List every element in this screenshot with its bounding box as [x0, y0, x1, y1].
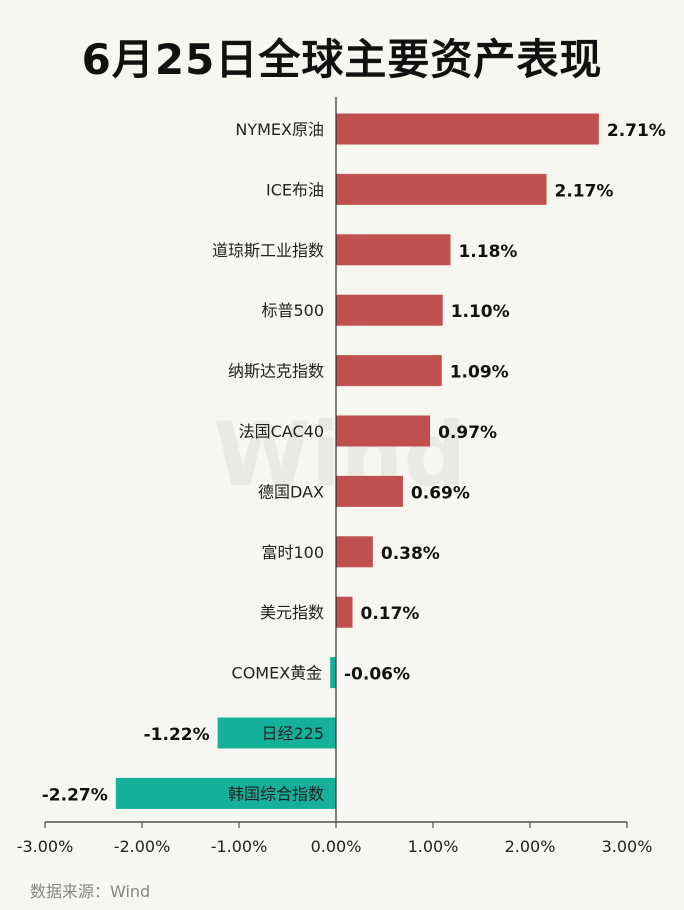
value-label: 1.18% [458, 242, 517, 262]
value-label: 2.17% [554, 181, 613, 201]
chart-title: 6月25日全球主要资产表现 [81, 35, 603, 84]
x-tick-label: -1.00% [211, 837, 268, 856]
category-label: 日经225 [261, 724, 324, 743]
category-label: 韩国综合指数 [228, 784, 324, 803]
bar [115, 777, 336, 809]
x-tick-label: -3.00% [17, 837, 74, 856]
source-note: 数据来源：Wind [30, 882, 151, 901]
value-label: 0.38% [381, 544, 440, 564]
x-tick-label: 3.00% [602, 837, 653, 856]
category-label: 德国DAX [258, 482, 324, 501]
bar [336, 294, 443, 326]
value-label: 0.97% [438, 423, 497, 443]
x-tick-label: 1.00% [408, 837, 459, 856]
category-label: 标普500 [261, 301, 324, 320]
value-label: 2.71% [607, 121, 666, 141]
category-label: NYMEX原油 [235, 120, 324, 139]
x-tick-label: 0.00% [311, 837, 362, 856]
bar [336, 596, 353, 628]
value-label: 1.10% [451, 302, 510, 322]
bar [330, 657, 336, 689]
x-tick-label: 2.00% [505, 837, 556, 856]
category-label: 纳斯达克指数 [228, 362, 324, 381]
bar [336, 234, 451, 266]
bar [336, 475, 403, 507]
bar [336, 173, 547, 205]
value-label: -0.06% [344, 665, 410, 685]
bar [217, 717, 336, 749]
x-tick-label: -2.00% [114, 837, 171, 856]
value-label: 0.69% [411, 483, 470, 503]
category-label: 法国CAC40 [239, 422, 324, 441]
value-label: -2.27% [42, 785, 108, 805]
category-label: ICE布油 [266, 180, 324, 199]
bar [336, 415, 431, 447]
category-label: 道琼斯工业指数 [212, 241, 324, 260]
value-label: 0.17% [360, 604, 419, 624]
category-label: COMEX黄金 [232, 664, 323, 683]
bar [336, 355, 442, 387]
category-label: 美元指数 [260, 603, 324, 622]
bar [336, 113, 599, 145]
value-label: 1.09% [450, 363, 509, 383]
value-label: -1.22% [144, 725, 210, 745]
category-label: 富时100 [261, 543, 324, 562]
bar [336, 536, 373, 568]
